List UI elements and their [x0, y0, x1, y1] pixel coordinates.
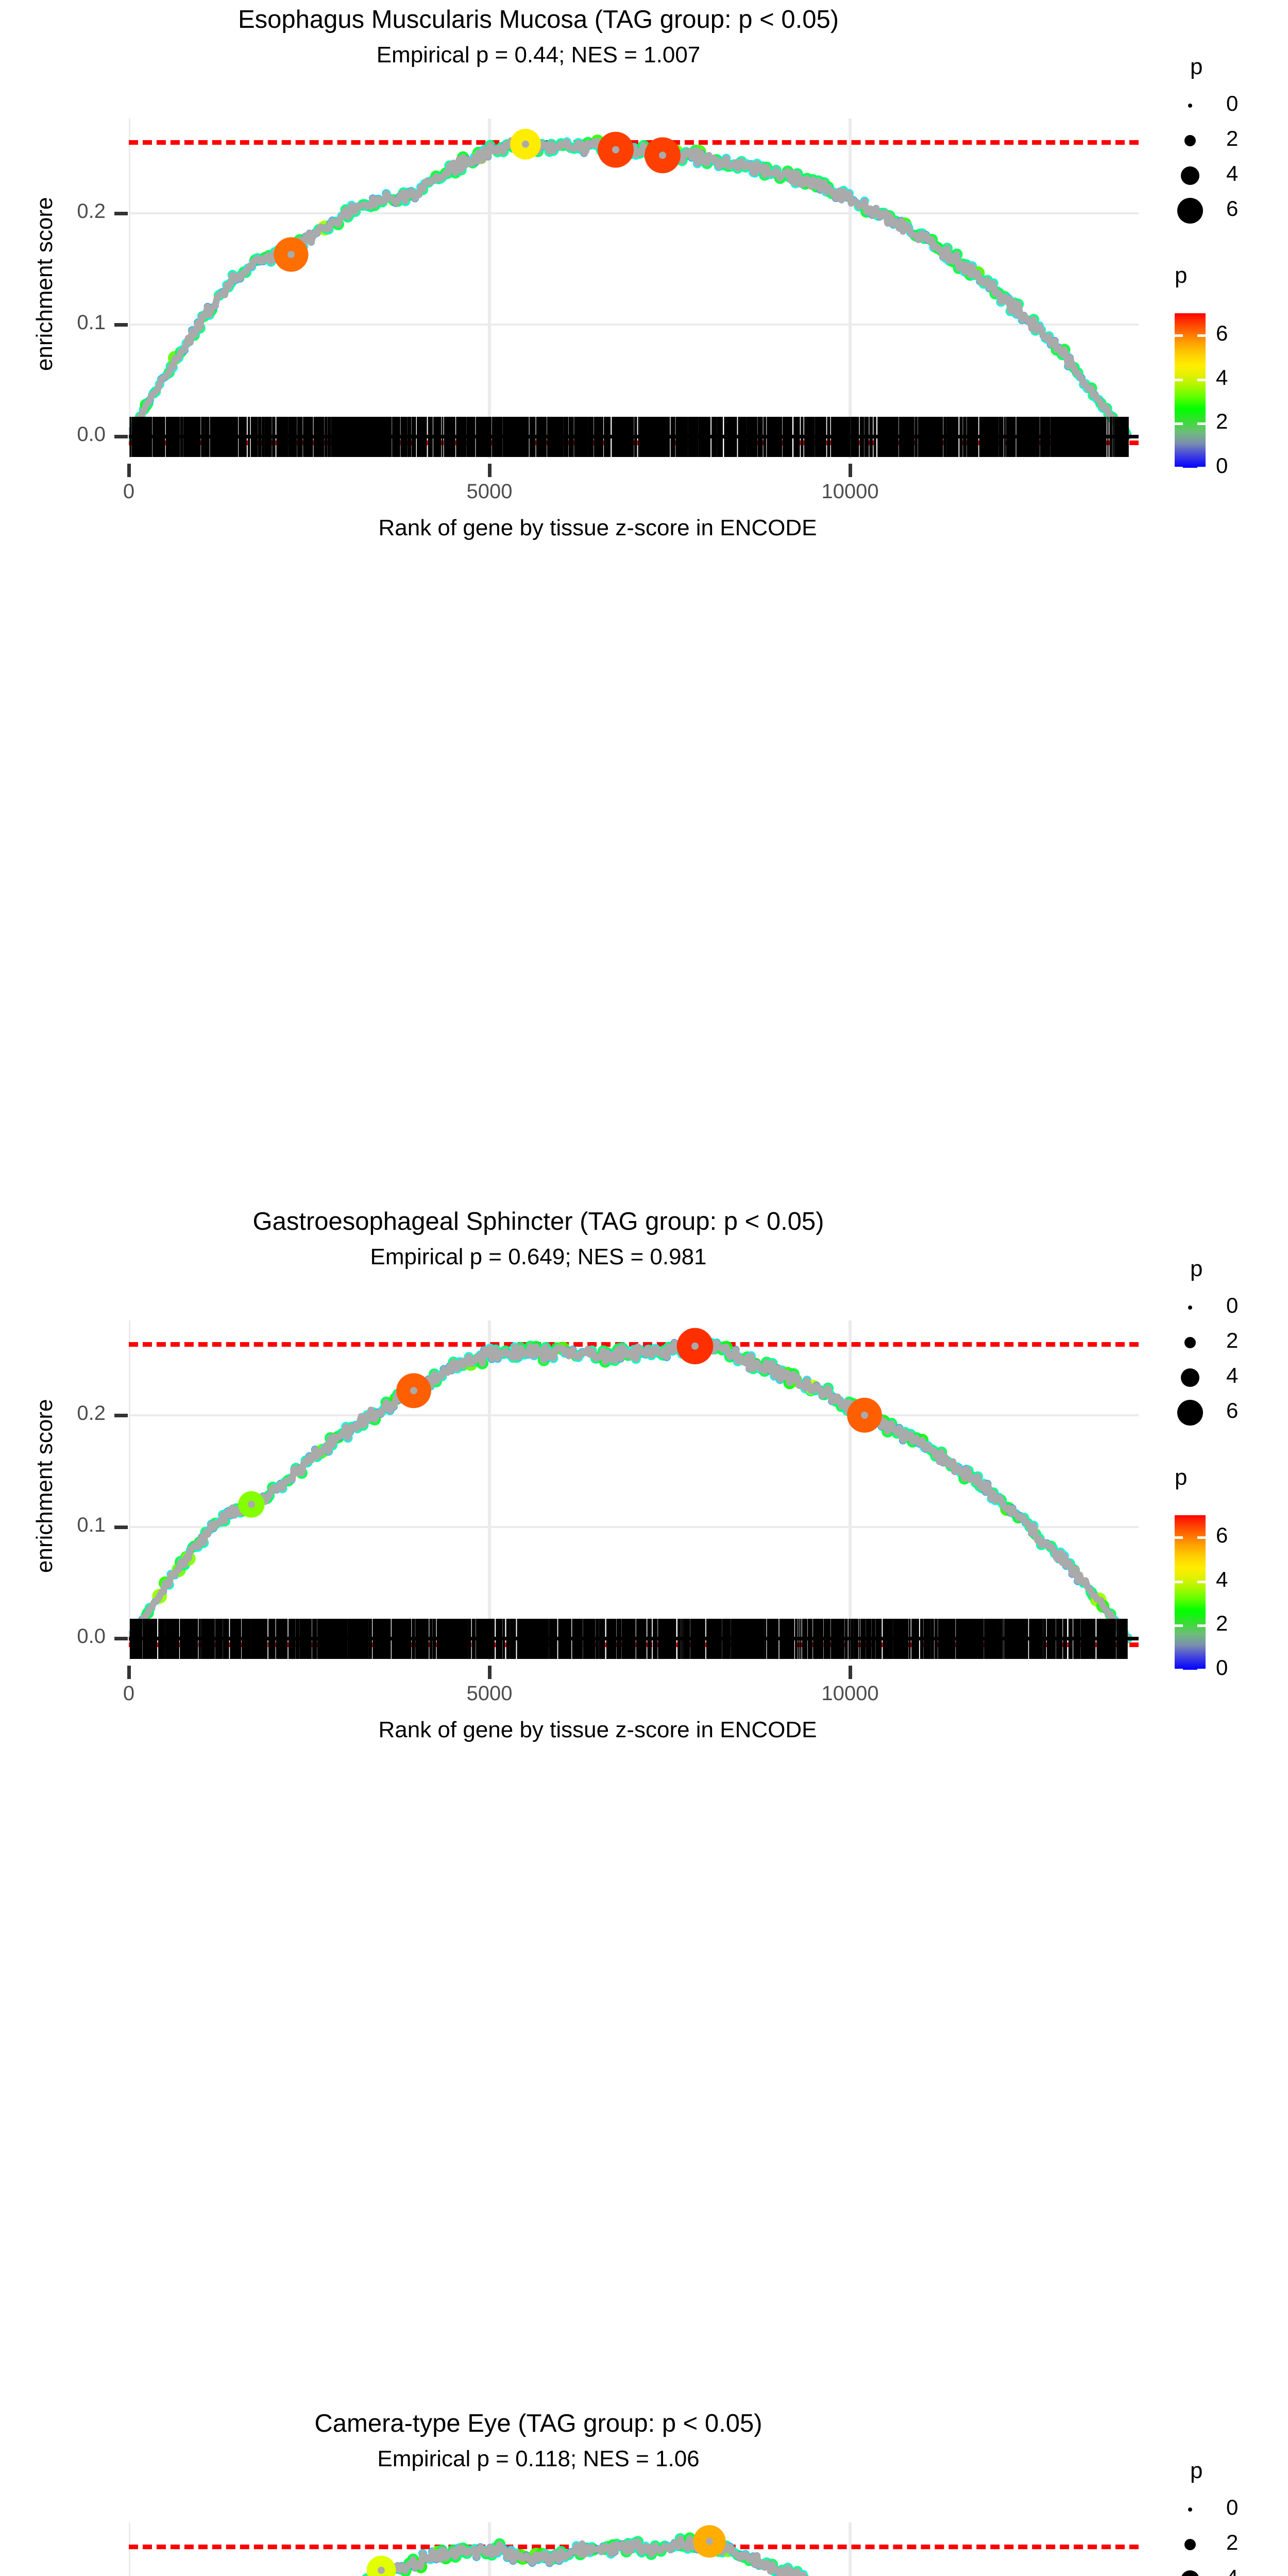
color-legend-title: p	[1175, 263, 1187, 289]
gene-rug	[129, 1619, 1139, 1659]
x-tick-label: 5000	[433, 1682, 546, 1705]
size-legend-dot	[1188, 1306, 1192, 1310]
x-tick-label: 5000	[433, 480, 546, 503]
gsea-enrichment-figure: Esophagus Muscularis Mucosa (TAG group: …	[0, 0, 1288, 1803]
x-tick-label: 0	[72, 480, 185, 503]
panel-title: Camera-type Eye (TAG group: p < 0.05)	[0, 2409, 1077, 2438]
x-tick-label: 10000	[793, 1682, 907, 1705]
y-tick-mark	[114, 435, 128, 438]
x-tick-label: 10000	[793, 480, 907, 503]
x-tick-mark	[127, 464, 131, 477]
size-legend-dot	[1181, 2570, 1199, 2576]
color-legend-label: 2	[1216, 409, 1228, 434]
y-tick-mark	[114, 323, 128, 327]
color-legend-tick	[1175, 1624, 1183, 1627]
color-legend-label: 6	[1216, 321, 1228, 346]
size-legend-dot	[1184, 1337, 1196, 1348]
x-axis-title: Rank of gene by tissue z-score in ENCODE	[93, 1717, 1103, 1743]
size-legend-dot	[1177, 198, 1203, 224]
plot-area	[129, 118, 1139, 459]
y-tick-label: 0.2	[31, 200, 106, 223]
color-legend-tick	[1197, 467, 1206, 469]
x-tick-mark	[849, 1666, 852, 1679]
size-legend-label: 2	[1226, 1328, 1238, 1353]
size-legend-dot	[1181, 166, 1199, 185]
gene-rug	[129, 417, 1139, 457]
color-legend-tick	[1197, 1536, 1206, 1539]
panel-title: Gastroesophageal Sphincter (TAG group: p…	[0, 1207, 1077, 1236]
color-legend-tick	[1197, 1669, 1206, 1671]
y-tick-label: 0.0	[31, 1625, 106, 1648]
x-tick-mark	[488, 1666, 492, 1679]
color-legend-tick	[1175, 1669, 1183, 1671]
panel-subtitle: Empirical p = 0.118; NES = 1.06	[0, 2446, 1077, 2472]
color-legend-tick	[1175, 1581, 1183, 1583]
color-legend-label: 4	[1216, 365, 1228, 390]
y-axis-title: enrichment score	[32, 197, 58, 371]
color-legend-label: 0	[1216, 453, 1228, 478]
plot-area	[129, 2522, 1139, 2576]
x-axis-title: Rank of gene by tissue z-score in ENCODE	[93, 515, 1103, 541]
panel-gastroesophageal-sphincter: Gastroesophageal Sphincter (TAG group: p…	[0, 1202, 1288, 1803]
color-legend-title: p	[1175, 1465, 1187, 1490]
size-legend-dot	[1188, 2507, 1192, 2512]
y-tick-mark	[114, 1526, 128, 1529]
size-legend-label: 6	[1226, 1398, 1238, 1423]
size-legend-label: 4	[1226, 161, 1238, 186]
size-legend-label: 4	[1226, 1363, 1238, 1388]
size-legend-title: p	[1190, 54, 1202, 80]
y-tick-label: 0.2	[31, 1402, 106, 1425]
y-tick-mark	[114, 1414, 128, 1417]
size-legend-dot	[1184, 135, 1196, 146]
x-tick-label: 0	[72, 1682, 185, 1705]
enrichment-curve	[129, 1320, 1139, 1660]
color-legend-tick	[1197, 422, 1206, 425]
plot-area	[129, 1320, 1139, 1660]
y-tick-label: 0.0	[31, 423, 106, 446]
color-legend-tick	[1197, 1581, 1206, 1583]
size-legend-label: 0	[1226, 2495, 1238, 2520]
color-legend-tick	[1175, 422, 1183, 425]
x-tick-mark	[488, 464, 492, 477]
size-legend-label: 0	[1226, 91, 1238, 116]
color-legend-label: 0	[1216, 1655, 1228, 1680]
size-legend-label: 0	[1226, 1293, 1238, 1318]
y-tick-label: 0.1	[31, 311, 106, 334]
color-legend-tick	[1197, 1624, 1206, 1627]
size-legend-label: 2	[1226, 2530, 1238, 2555]
color-legend-tick	[1175, 467, 1183, 469]
size-legend-dot	[1177, 1400, 1203, 1426]
size-legend-dot	[1184, 2539, 1196, 2550]
y-tick-mark	[114, 1637, 128, 1640]
y-axis-title: enrichment score	[32, 1399, 58, 1573]
x-tick-mark	[127, 1666, 131, 1679]
panel-camera-type-eye: Camera-type Eye (TAG group: p < 0.05) Em…	[0, 2404, 1288, 2576]
color-legend-tick	[1175, 334, 1183, 337]
panel-subtitle: Empirical p = 0.649; NES = 0.981	[0, 1244, 1077, 1270]
size-legend-label: 4	[1226, 2565, 1238, 2576]
color-legend-tick	[1175, 1536, 1183, 1539]
x-tick-mark	[849, 464, 852, 477]
color-legend-label: 6	[1216, 1523, 1228, 1548]
size-legend-title: p	[1190, 2458, 1202, 2484]
color-legend-tick	[1175, 379, 1183, 381]
size-legend-label: 6	[1226, 196, 1238, 221]
color-legend-label: 4	[1216, 1567, 1228, 1592]
color-legend-tick	[1197, 379, 1206, 381]
color-legend-tick	[1197, 334, 1206, 337]
enrichment-curve	[129, 2522, 1139, 2576]
panel-title: Esophagus Muscularis Mucosa (TAG group: …	[0, 5, 1077, 34]
size-legend-title: p	[1190, 1256, 1202, 1282]
panel-esophagus-muscularis-mucosa: Esophagus Muscularis Mucosa (TAG group: …	[0, 0, 1288, 601]
size-legend-dot	[1181, 1368, 1199, 1387]
size-legend-dot	[1188, 104, 1192, 108]
color-legend-label: 2	[1216, 1611, 1228, 1636]
panel-subtitle: Empirical p = 0.44; NES = 1.007	[0, 42, 1077, 68]
size-legend-label: 2	[1226, 126, 1238, 151]
y-tick-mark	[114, 212, 128, 215]
enrichment-curve	[129, 118, 1139, 459]
y-tick-label: 0.1	[31, 1514, 106, 1537]
